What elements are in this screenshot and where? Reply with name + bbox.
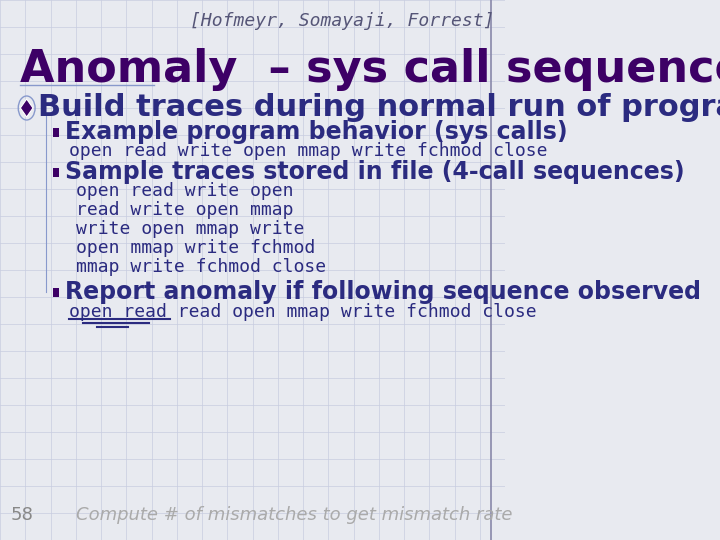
Text: Build traces during normal run of program: Build traces during normal run of progra… <box>38 93 720 123</box>
Text: read write open mmap: read write open mmap <box>76 201 293 219</box>
Bar <box>53 128 59 137</box>
Text: [Hofmeyr, Somayaji, Forrest]: [Hofmeyr, Somayaji, Forrest] <box>190 12 495 30</box>
Text: Example program behavior (sys calls): Example program behavior (sys calls) <box>65 120 567 144</box>
Text: open read write open mmap write fchmod close: open read write open mmap write fchmod c… <box>68 142 547 160</box>
Text: Anomaly  – sys call sequences: Anomaly – sys call sequences <box>19 48 720 91</box>
Text: open mmap write fchmod: open mmap write fchmod <box>76 239 315 257</box>
Text: mmap write fchmod close: mmap write fchmod close <box>76 258 326 276</box>
Text: write open mmap write: write open mmap write <box>76 220 304 238</box>
Text: Sample traces stored in file (4-call sequences): Sample traces stored in file (4-call seq… <box>65 160 684 184</box>
Text: open read write open: open read write open <box>76 182 293 200</box>
Polygon shape <box>20 99 33 117</box>
Text: Compute # of mismatches to get mismatch rate: Compute # of mismatches to get mismatch … <box>76 506 512 524</box>
Text: Report anomaly if following sequence observed: Report anomaly if following sequence obs… <box>65 280 701 304</box>
Text: open read read open mmap write fchmod close: open read read open mmap write fchmod cl… <box>68 303 536 321</box>
Text: 58: 58 <box>11 506 33 524</box>
Bar <box>53 168 59 177</box>
Bar <box>53 288 59 297</box>
